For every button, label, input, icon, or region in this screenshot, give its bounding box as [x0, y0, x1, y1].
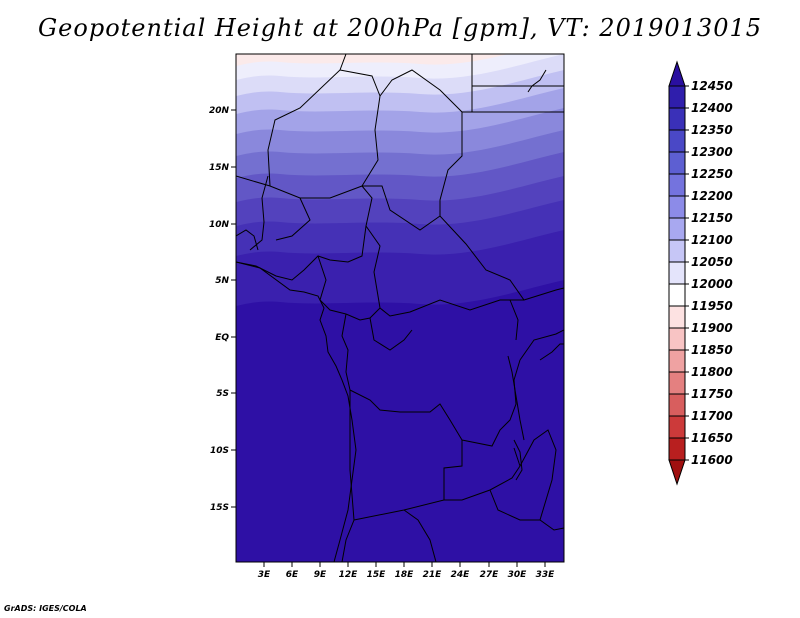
colorbar-segment: [668, 305, 686, 329]
colorbar-label: 12050: [691, 255, 733, 269]
map-title: Geopotential Height at 200hPa [gpm], VT:…: [38, 14, 762, 42]
colorbar-top-arrow: [668, 60, 686, 87]
lakes-east-africa: [507, 69, 547, 481]
colorbar-segment: [668, 173, 686, 197]
colorbar-label: 11850: [691, 343, 733, 357]
colorbar-label: 12300: [691, 145, 733, 159]
lat-label: 10S: [210, 446, 229, 456]
lat-label: 10N: [209, 220, 230, 230]
colorbar-segment: [668, 327, 686, 351]
colorbar-segment: [668, 261, 686, 285]
colorbar-label: 11900: [691, 321, 733, 335]
colorbar-label: 11750: [691, 387, 733, 401]
contour-band: [236, 54, 564, 66]
colorbar-segment: [668, 85, 686, 109]
colorbar-segment: [668, 217, 686, 241]
colorbar-label: 12400: [691, 101, 733, 115]
colorbar-label: 11950: [691, 299, 733, 313]
colorbar-label: 11650: [691, 431, 733, 445]
colorbar-label: 12000: [691, 277, 733, 291]
colorbar-label: 12250: [691, 167, 733, 181]
colorbar-segment: [668, 151, 686, 175]
colorbar-segment: [668, 349, 686, 373]
colorbar-label: 11800: [691, 365, 733, 379]
map-plot-area: [236, 54, 564, 562]
colorbar-segment: [668, 107, 686, 131]
colorbar-segment: [668, 437, 686, 461]
colorbar-segment: [668, 371, 686, 395]
grads-credit: GrADS: IGES/COLA: [4, 604, 87, 613]
lon-label: 30E: [508, 570, 528, 580]
lon-label: 24E: [451, 570, 471, 580]
lon-label: 21E: [423, 570, 443, 580]
colorbar-segment: [668, 195, 686, 219]
colorbar-label: 12100: [691, 233, 733, 247]
lon-label: 9E: [314, 570, 327, 580]
lon-label: 18E: [395, 570, 415, 580]
coastline-west-africa: [236, 261, 357, 562]
colorbar: 12450 12400 12350 12300 12250 12200 12150 12100…: [668, 60, 733, 486]
colorbar-label: 12200: [691, 189, 733, 203]
colorbar-segment: [668, 129, 686, 153]
lat-label: 15N: [209, 163, 230, 173]
country-borders: [236, 54, 564, 562]
lon-label: 33E: [536, 570, 556, 580]
lat-label: 5S: [216, 389, 229, 399]
lat-label: 20N: [209, 106, 230, 116]
lat-label: EQ: [215, 333, 229, 343]
colorbar-segment: [668, 283, 686, 307]
lon-label: 12E: [339, 570, 359, 580]
lon-label: 15E: [367, 570, 387, 580]
colorbar-segment: [668, 393, 686, 417]
contour-bands: [236, 54, 564, 306]
colorbar-label: 12350: [691, 123, 733, 137]
colorbar-label: 11700: [691, 409, 733, 423]
latitude-labels: 20N 15N 10N 5N EQ 5S 10S 15S: [209, 106, 236, 513]
colorbar-bottom-arrow: [668, 459, 686, 486]
longitude-labels: 3E 6E 9E 12E 15E 18E 21E 24E 27E 30E 33E: [258, 562, 555, 580]
colorbar-label: 12150: [691, 211, 733, 225]
colorbar-segment: [668, 239, 686, 263]
colorbar-segment: [668, 415, 686, 439]
colorbar-label: 12450: [691, 79, 733, 93]
lon-label: 6E: [286, 570, 299, 580]
colorbar-label: 11600: [691, 453, 733, 467]
lat-label: 15S: [210, 503, 229, 513]
lon-label: 3E: [258, 570, 271, 580]
lon-label: 27E: [480, 570, 500, 580]
lat-label: 5N: [215, 276, 229, 286]
plot-frame: [235, 53, 565, 563]
